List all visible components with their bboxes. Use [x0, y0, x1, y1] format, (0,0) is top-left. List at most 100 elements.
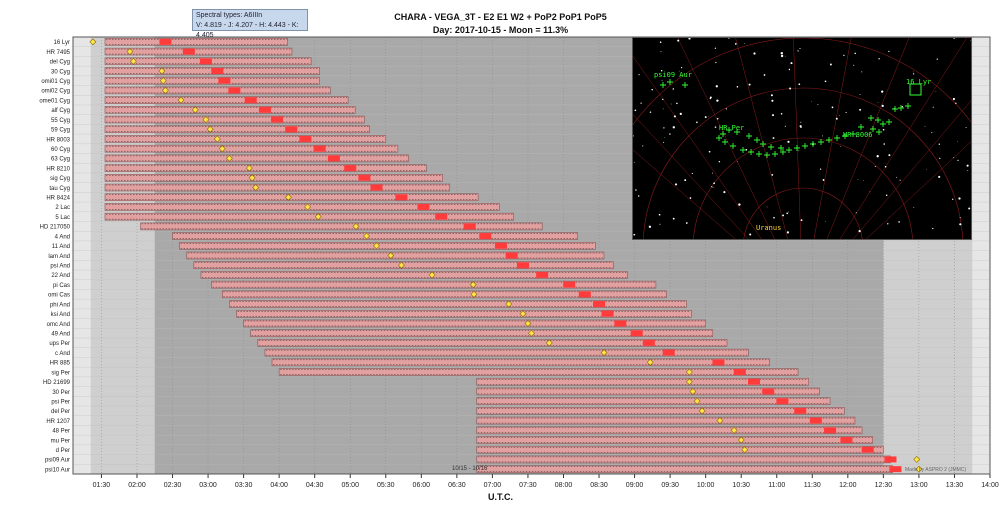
- sky-map-inset[interactable]: psi09 Aur 16 Lyr HR 8006 HR Per Uranus: [632, 37, 972, 240]
- sky-background-star: [681, 67, 683, 69]
- x-tick-label: 12:30: [875, 482, 893, 489]
- target-rows: 16 Lyr HR 7495 del Cyg 30 Cyg omi01 Cyg omi02…: [39, 38, 990, 475]
- sky-background-star: [660, 51, 662, 53]
- transit-block: [258, 106, 271, 113]
- observability-bar: [221, 290, 667, 299]
- sky-background-star: [952, 97, 955, 101]
- sky-background-star: [822, 178, 825, 181]
- target-label: omc And: [47, 322, 70, 328]
- target-tooltip: Spectral types: A6IIIn V: 4.819 - J: 4.2…: [192, 9, 308, 39]
- transit-block: [479, 233, 492, 240]
- transit-block: [159, 38, 172, 45]
- target-label: psi09 Aur: [45, 458, 70, 464]
- sky-background-star: [878, 58, 880, 60]
- sky-azimuth-line: [839, 38, 967, 239]
- sky-background-star: [888, 154, 891, 157]
- target-label: phi And: [50, 302, 70, 308]
- sky-altitude-circle: [642, 87, 964, 239]
- sky-background-star: [953, 157, 955, 159]
- target-label: del Per: [51, 409, 70, 415]
- altitude-marker: [545, 339, 553, 347]
- target-label: HR 8003: [46, 137, 70, 143]
- sky-background-star: [797, 50, 799, 52]
- target-label: 22 And: [51, 273, 70, 279]
- observability-bar: [476, 377, 810, 386]
- sky-background-star: [838, 114, 840, 116]
- sky-target-cross: [780, 149, 786, 155]
- altitude-marker: [158, 67, 166, 75]
- sky-target-cross: [802, 143, 808, 149]
- x-tick-label: 03:00: [199, 482, 217, 489]
- sky-background-star: [688, 38, 691, 40]
- sky-background-star: [825, 221, 827, 222]
- x-tick-label: 08:00: [555, 482, 573, 489]
- altitude-marker: [646, 358, 654, 366]
- day-marker: 10/15 - 10/16: [452, 466, 488, 472]
- altitude-marker: [470, 290, 478, 298]
- sky-background-star: [819, 168, 822, 170]
- sky-background-star: [829, 63, 832, 66]
- sky-target-cross: [754, 137, 760, 143]
- tooltip-spectral: Spectral types: A6IIIn: [196, 12, 263, 19]
- altitude-marker: [202, 116, 210, 123]
- target-label: 55 Cyg: [51, 118, 70, 124]
- sky-background-star: [633, 162, 635, 163]
- sky-background-star: [659, 41, 662, 43]
- sky-background-star: [712, 186, 714, 188]
- transit-block: [370, 184, 383, 191]
- sky-grid: [633, 38, 971, 239]
- target-label: ome01 Cyg: [39, 98, 70, 104]
- sky-background-star: [672, 88, 675, 90]
- sky-background-star: [863, 179, 864, 181]
- sky-background-star: [672, 217, 675, 220]
- target-label: tau Cyg: [49, 186, 70, 192]
- sky-label-16-lyr: 16 Lyr: [906, 78, 932, 86]
- target-label: omi01 Cyg: [41, 79, 70, 85]
- sky-background-star: [660, 70, 663, 72]
- observability-bar: [476, 436, 874, 444]
- sky-target-cross: [748, 149, 754, 155]
- sky-background-star: [953, 38, 955, 39]
- sky-background-star: [663, 137, 665, 138]
- sky-background-star: [887, 223, 889, 225]
- altitude-marker: [252, 184, 260, 191]
- transit-block: [563, 281, 576, 288]
- observability-bar: [104, 174, 443, 182]
- x-tick-label: 10:30: [732, 482, 750, 489]
- sky-background-star: [670, 103, 672, 105]
- sky-background-star: [770, 94, 773, 97]
- sky-background-star: [718, 161, 721, 163]
- sky-background-star: [696, 121, 698, 124]
- sky-background-star: [817, 103, 819, 105]
- sky-background-star: [714, 47, 717, 49]
- sky-background-star: [859, 93, 861, 95]
- target-label: del Cyg: [50, 60, 70, 66]
- sky-label-hr-per: HR Per: [719, 124, 745, 132]
- altitude-marker: [915, 465, 923, 473]
- altitude-marker: [469, 281, 477, 289]
- sky-target-cross: [858, 124, 864, 130]
- transit-block: [271, 116, 284, 123]
- target-label: 30 Cyg: [51, 69, 70, 75]
- sky-target-cross: [667, 79, 673, 85]
- sky-background-star: [651, 88, 653, 91]
- sky-azimuth-line: [633, 149, 736, 239]
- target-label: 2 Lac: [55, 205, 70, 211]
- transit-block: [244, 97, 257, 104]
- target-label: sig Per: [51, 370, 70, 376]
- sky-target-cross: [756, 151, 762, 157]
- sky-background-star: [965, 127, 967, 129]
- sky-background-star: [840, 146, 841, 147]
- observability-bar: [104, 106, 356, 114]
- sky-background-star: [669, 133, 671, 135]
- target-label: HR 8424: [46, 196, 70, 202]
- sky-background-star: [678, 70, 680, 72]
- x-tick-label: 06:00: [413, 482, 431, 489]
- plot-frame: [72, 36, 991, 475]
- sky-target-cross: [760, 141, 766, 147]
- sky-background-star: [634, 109, 637, 112]
- sky-background-star: [748, 83, 751, 86]
- sky-background-star: [771, 174, 774, 176]
- sky-azimuth-line: [633, 55, 762, 239]
- sky-background-star: [888, 50, 890, 53]
